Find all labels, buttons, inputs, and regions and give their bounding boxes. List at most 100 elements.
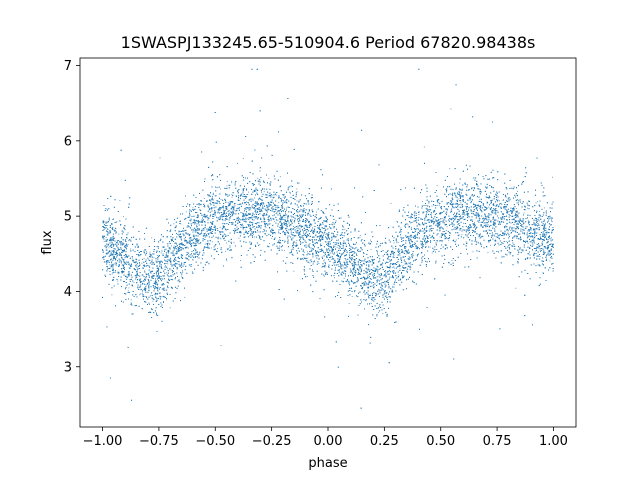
data-point	[288, 191, 290, 193]
data-point	[231, 196, 233, 198]
data-point	[279, 176, 281, 178]
data-point	[499, 204, 501, 205]
data-point	[538, 218, 539, 220]
data-point	[353, 291, 355, 293]
data-point	[271, 237, 273, 239]
data-point	[166, 272, 168, 274]
data-point	[252, 223, 254, 225]
data-point	[346, 262, 348, 264]
data-point	[272, 207, 274, 209]
data-point	[198, 204, 200, 206]
data-point	[398, 274, 400, 276]
data-point	[545, 233, 547, 235]
data-point	[458, 237, 459, 239]
data-point	[247, 193, 249, 195]
data-point	[453, 223, 455, 225]
data-point	[263, 217, 265, 219]
data-point	[254, 188, 256, 190]
data-point	[309, 226, 311, 228]
data-point	[382, 262, 384, 264]
data-point	[490, 221, 492, 223]
data-point	[400, 227, 402, 229]
data-point	[457, 196, 458, 198]
data-point	[219, 237, 221, 239]
data-point	[515, 287, 517, 289]
data-point	[491, 211, 493, 213]
data-point	[104, 245, 106, 247]
data-point	[293, 217, 295, 218]
data-point	[313, 245, 315, 247]
data-point	[297, 214, 299, 216]
data-point	[360, 264, 362, 266]
data-point	[534, 228, 536, 230]
data-point	[336, 246, 338, 248]
data-point	[324, 252, 326, 254]
data-point	[255, 202, 257, 204]
data-point	[462, 215, 464, 217]
data-point	[109, 264, 111, 266]
data-point	[238, 237, 240, 239]
data-point	[520, 224, 522, 226]
data-point	[156, 246, 158, 248]
data-point	[254, 197, 255, 199]
data-point	[160, 252, 162, 254]
data-point	[159, 277, 160, 279]
data-point	[274, 220, 276, 222]
data-point	[494, 235, 496, 237]
data-point	[296, 191, 298, 193]
data-point	[256, 211, 258, 213]
data-point	[514, 212, 516, 214]
data-point	[352, 246, 354, 248]
data-point	[220, 199, 222, 200]
data-point	[189, 233, 191, 235]
data-point	[169, 246, 171, 248]
data-point	[280, 216, 281, 218]
data-point	[263, 191, 265, 193]
data-point	[398, 253, 400, 255]
data-point	[309, 243, 311, 244]
data-point	[131, 265, 133, 267]
data-point	[226, 180, 228, 182]
data-point	[111, 273, 113, 275]
data-point	[410, 239, 412, 241]
data-point	[508, 211, 510, 213]
data-point	[495, 236, 497, 238]
data-point	[534, 250, 536, 252]
data-point	[169, 307, 171, 309]
data-point	[328, 248, 330, 250]
data-point	[178, 231, 180, 233]
data-point	[516, 202, 518, 204]
data-point	[502, 212, 504, 214]
data-point	[399, 249, 401, 251]
data-point	[480, 222, 482, 223]
data-point	[435, 248, 437, 250]
data-point	[278, 218, 280, 220]
data-point	[370, 239, 371, 241]
data-point	[242, 158, 244, 160]
data-point	[346, 250, 348, 252]
data-point	[388, 259, 390, 261]
data-point	[525, 226, 527, 228]
data-point	[268, 219, 270, 220]
data-point	[345, 244, 347, 246]
data-point	[245, 229, 247, 231]
data-point	[386, 266, 388, 267]
data-point	[379, 305, 381, 307]
data-point	[527, 216, 528, 218]
data-point	[235, 224, 237, 226]
data-point	[120, 224, 122, 226]
data-point	[231, 182, 233, 184]
data-point	[257, 211, 259, 213]
data-point	[438, 205, 440, 207]
data-point	[167, 282, 169, 283]
data-point	[105, 208, 106, 210]
data-point	[377, 307, 379, 309]
data-point	[396, 221, 398, 223]
data-point	[451, 198, 453, 200]
data-point	[308, 211, 310, 213]
data-point	[318, 262, 320, 264]
data-point	[225, 188, 227, 189]
data-point	[543, 207, 545, 209]
data-point	[432, 220, 434, 222]
data-point	[180, 223, 182, 225]
